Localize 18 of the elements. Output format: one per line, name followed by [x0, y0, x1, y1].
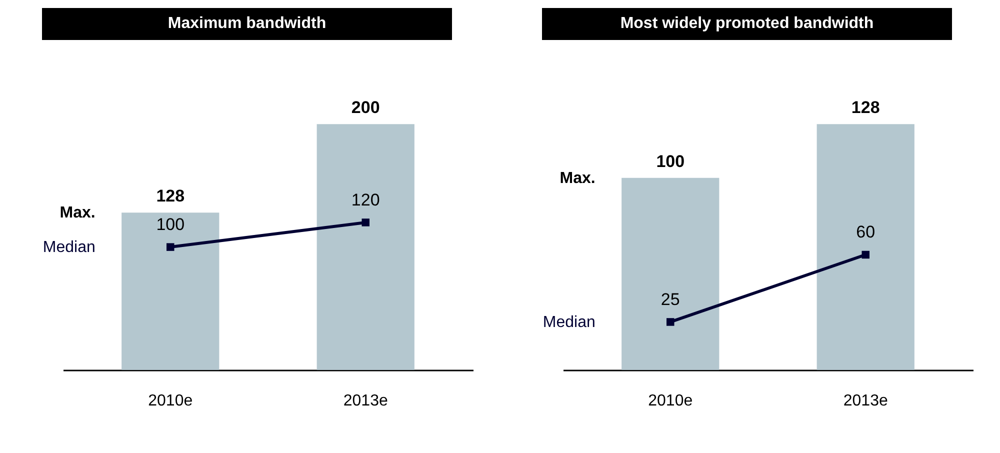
data-label: 200 [351, 98, 380, 118]
data-label: 100 [656, 152, 685, 171]
data-label: 128 [156, 186, 185, 206]
x-tick-label: 2013e [843, 392, 888, 410]
text: Median [542, 314, 596, 331]
data-label: 60 [856, 222, 876, 242]
text: Median [42, 239, 96, 256]
chart-title: Most widely promoted bandwidth [542, 8, 952, 40]
series-label: Max. [560, 170, 596, 187]
x-tick-label: 2010e [148, 392, 193, 410]
x-tick-label: 2013e [343, 392, 388, 410]
data-label: 120 [351, 190, 380, 210]
x-tick-label: 2010e [648, 392, 693, 410]
chart-title: Maximum bandwidth [42, 8, 452, 40]
data-label: 128 [851, 98, 880, 118]
series-label: Max. [60, 204, 96, 222]
data-label: 100 [156, 215, 185, 234]
data-label: 25 [660, 290, 680, 309]
